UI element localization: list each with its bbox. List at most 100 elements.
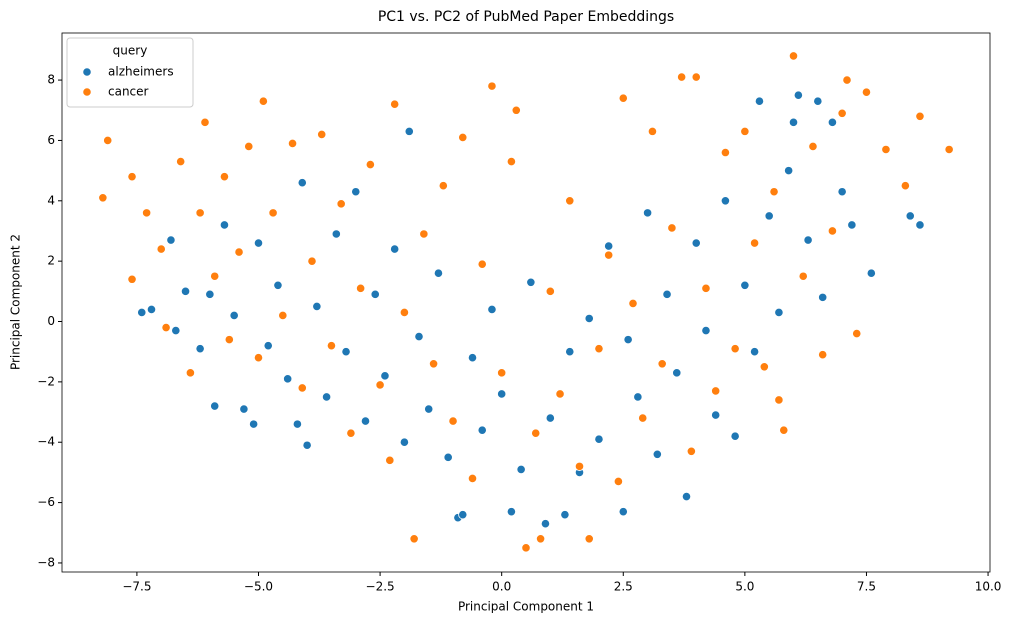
point: [360, 416, 371, 426]
point: [784, 166, 794, 176]
point: [545, 413, 555, 423]
point: [287, 138, 298, 149]
point: [681, 491, 692, 502]
point: [326, 341, 337, 351]
point: [185, 368, 196, 378]
point: [730, 431, 740, 441]
legend-marker: [82, 67, 92, 77]
point: [448, 416, 458, 426]
point: [740, 280, 750, 290]
y-tick-label: 4: [47, 193, 55, 207]
point: [686, 446, 696, 456]
point: [618, 93, 628, 103]
point: [657, 359, 667, 369]
point: [258, 96, 268, 106]
point: [414, 332, 424, 342]
point: [200, 117, 210, 127]
point: [390, 99, 400, 109]
point: [307, 256, 317, 266]
chart-title: PC1 vs. PC2 of PubMed Paper Embeddings: [378, 9, 674, 25]
point: [837, 108, 847, 118]
point: [273, 280, 283, 290]
x-axis-label: Principal Component 1: [458, 600, 594, 614]
legend-label: alzheimers: [108, 65, 174, 79]
point: [346, 428, 356, 438]
point: [351, 187, 361, 197]
point: [467, 353, 478, 363]
point: [176, 156, 186, 167]
point: [803, 235, 813, 245]
point: [487, 304, 497, 315]
point: [244, 141, 254, 152]
point: [428, 359, 439, 369]
point: [312, 301, 322, 312]
point: [769, 187, 779, 197]
point: [701, 325, 711, 336]
point: [672, 368, 682, 378]
point: [540, 519, 551, 529]
point: [574, 461, 585, 471]
point: [711, 386, 721, 396]
point: [638, 413, 648, 423]
point: [604, 241, 614, 251]
point: [477, 259, 487, 269]
point: [127, 172, 137, 182]
point: [652, 449, 662, 459]
point: [161, 322, 171, 333]
point: [268, 208, 278, 218]
x-tick-label: −7.5: [122, 580, 151, 594]
point: [788, 117, 799, 127]
point: [720, 196, 731, 206]
point: [438, 181, 448, 191]
point: [667, 223, 677, 233]
point: [497, 368, 507, 378]
point: [399, 437, 410, 447]
point: [205, 289, 215, 299]
point: [142, 208, 152, 218]
point: [302, 440, 312, 450]
point: [764, 211, 774, 221]
point: [618, 507, 628, 517]
point: [852, 328, 862, 339]
point: [424, 404, 434, 414]
point: [390, 244, 400, 254]
x-tick-label: 5.0: [735, 580, 754, 594]
point: [219, 220, 230, 230]
point: [788, 51, 799, 61]
point: [103, 135, 113, 146]
point: [341, 347, 351, 357]
point: [419, 229, 429, 239]
point: [837, 187, 847, 197]
point: [808, 141, 818, 152]
point: [531, 428, 541, 438]
x-tick-label: 7.5: [857, 580, 876, 594]
point: [297, 178, 307, 188]
point: [944, 144, 954, 155]
point: [516, 464, 526, 474]
point: [623, 335, 633, 345]
point: [180, 286, 191, 296]
point: [861, 87, 872, 97]
point: [642, 208, 653, 218]
point: [210, 271, 220, 281]
point: [331, 229, 341, 239]
point: [506, 507, 517, 517]
point: [779, 425, 789, 435]
point: [915, 220, 925, 230]
point: [224, 335, 234, 345]
point: [613, 476, 624, 487]
point: [239, 404, 249, 414]
point: [156, 244, 166, 254]
point: [565, 347, 575, 357]
x-tick-label: −5.0: [244, 580, 273, 594]
point: [701, 283, 711, 293]
point: [487, 81, 497, 91]
point: [900, 181, 910, 191]
point: [866, 268, 876, 278]
x-tick-label: 2.5: [614, 580, 633, 594]
point: [497, 389, 507, 399]
legend-label: cancer: [108, 85, 149, 99]
point: [195, 344, 205, 354]
point: [662, 289, 672, 299]
point: [813, 96, 823, 106]
